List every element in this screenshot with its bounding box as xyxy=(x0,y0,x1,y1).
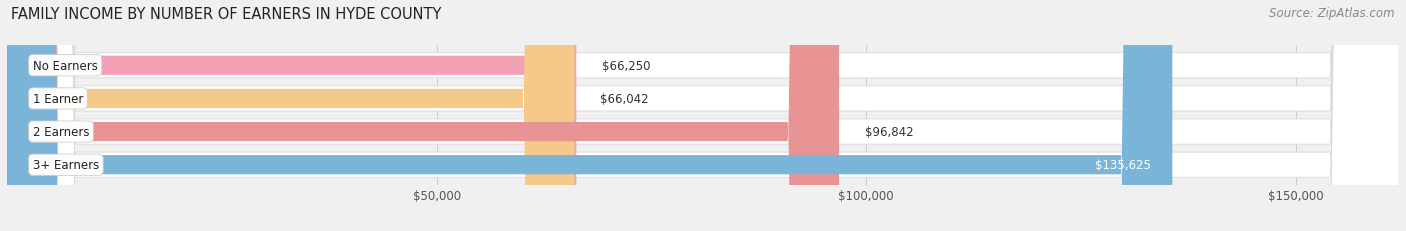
Text: 2 Earners: 2 Earners xyxy=(32,125,90,138)
Text: $66,042: $66,042 xyxy=(600,93,650,106)
FancyBboxPatch shape xyxy=(7,0,839,231)
FancyBboxPatch shape xyxy=(7,0,1399,231)
Text: FAMILY INCOME BY NUMBER OF EARNERS IN HYDE COUNTY: FAMILY INCOME BY NUMBER OF EARNERS IN HY… xyxy=(11,7,441,22)
Text: Source: ZipAtlas.com: Source: ZipAtlas.com xyxy=(1270,7,1395,20)
FancyBboxPatch shape xyxy=(7,0,575,231)
Text: $66,250: $66,250 xyxy=(602,60,651,73)
FancyBboxPatch shape xyxy=(7,0,576,231)
Text: No Earners: No Earners xyxy=(32,60,97,73)
Text: 1 Earner: 1 Earner xyxy=(32,93,83,106)
FancyBboxPatch shape xyxy=(7,0,1399,231)
FancyBboxPatch shape xyxy=(7,0,1173,231)
Text: $135,625: $135,625 xyxy=(1095,158,1152,171)
Text: 3+ Earners: 3+ Earners xyxy=(32,158,98,171)
FancyBboxPatch shape xyxy=(7,0,1399,231)
FancyBboxPatch shape xyxy=(7,0,1399,231)
Text: $96,842: $96,842 xyxy=(865,125,914,138)
